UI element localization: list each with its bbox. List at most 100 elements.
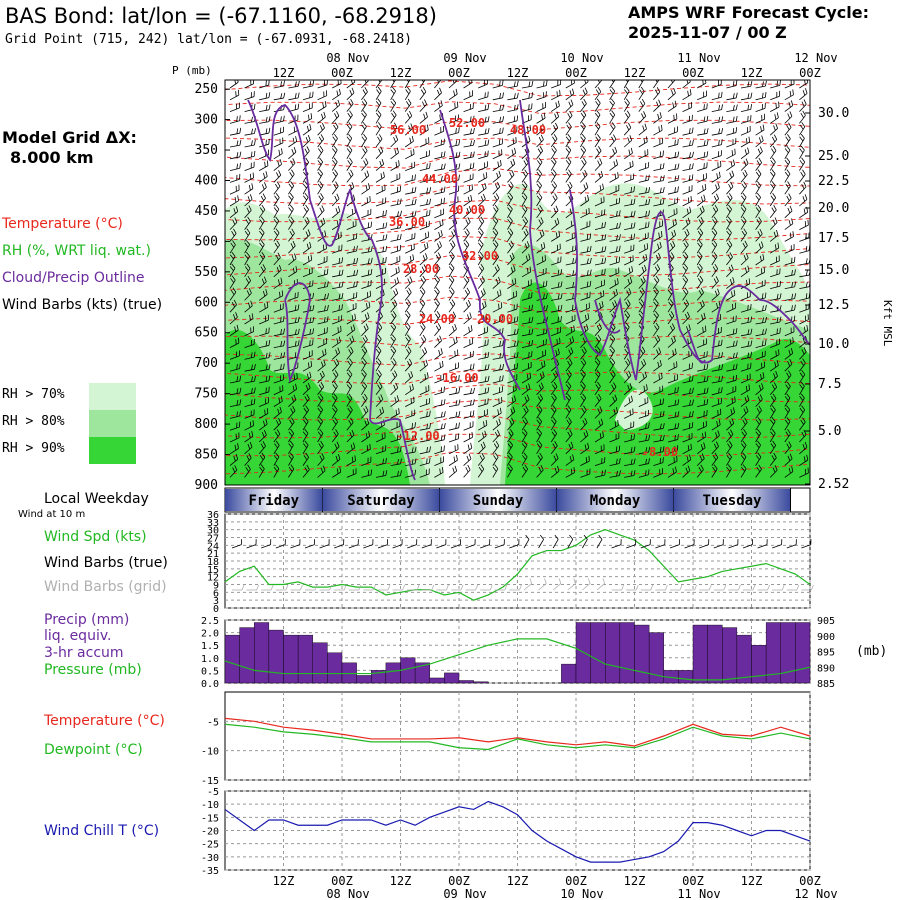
wind-barb-feather	[382, 222, 385, 229]
wind-barb-feather	[253, 150, 256, 157]
wind-barb-shaft	[404, 326, 411, 337]
wind-barb-shaft	[258, 281, 267, 289]
wind-barb-shaft	[273, 333, 284, 337]
wind-barb-feather	[337, 454, 341, 460]
wind-barb	[346, 80, 356, 89]
wind-barb-feather	[319, 372, 323, 379]
wind-barb-feather	[254, 387, 256, 393]
wind-barb-shaft	[375, 262, 386, 266]
wind-barb-feather	[289, 452, 294, 458]
temperature-contour-line	[225, 152, 810, 169]
wind-barb-shaft	[273, 400, 283, 407]
wind-barb	[361, 133, 368, 148]
wind-barb-feather	[423, 361, 426, 367]
wind-barb-shaft	[288, 220, 295, 230]
wind-barb-feather	[334, 443, 338, 449]
wind-barb-feather	[250, 399, 253, 405]
wind-barb-shaft	[302, 457, 309, 466]
wind-barb	[288, 440, 294, 455]
wind-barb	[346, 346, 354, 360]
wind-barb-shaft	[331, 374, 339, 384]
temperature-contour-line	[225, 199, 810, 223]
wind-barb-feather	[254, 375, 256, 382]
wind-barb-feather	[408, 267, 411, 273]
wind-barb-feather	[324, 293, 326, 300]
wind-barb-shaft	[288, 468, 295, 478]
wind-barb	[346, 281, 358, 289]
wind-barb-feather	[265, 139, 267, 146]
wind-barb-shaft	[244, 188, 254, 195]
wind-barb-feather	[366, 418, 370, 424]
wind-barb-feather	[426, 151, 428, 157]
wind-barb-shaft	[375, 176, 385, 183]
wind-barb-feather	[317, 160, 322, 165]
wind-barb-feather	[381, 433, 383, 440]
wind-barb	[405, 186, 417, 195]
wind-barb	[244, 251, 251, 266]
wind-barb	[346, 405, 353, 419]
wind-barb-feather	[396, 277, 399, 283]
wind-barb	[259, 386, 270, 396]
wind-barb-feather	[247, 302, 251, 308]
wind-barb	[361, 208, 372, 219]
wind-barb-feather	[260, 443, 264, 449]
wind-barb	[317, 348, 327, 360]
wind-barb-feather	[292, 267, 295, 274]
wind-barb-feather	[239, 127, 242, 134]
wind-barb-feather	[268, 364, 271, 370]
wind-barb-shaft	[229, 342, 240, 348]
wind-barb-feather	[245, 219, 250, 225]
wind-barb	[331, 157, 338, 171]
wind-barb-feather	[412, 254, 415, 260]
wind-barb-feather	[337, 233, 339, 239]
wind-barb-feather	[260, 266, 264, 272]
wind-barb-shaft	[419, 91, 427, 101]
wind-barb	[404, 80, 411, 89]
wind-barb-feather	[420, 89, 425, 95]
wind-barb-feather	[349, 184, 353, 190]
wind-barb	[229, 432, 240, 443]
wind-barb	[405, 434, 417, 443]
wind-barb-feather	[369, 443, 371, 450]
wind-barb-feather	[260, 228, 265, 233]
wind-barb-feather	[341, 293, 344, 299]
wind-barb-feather	[332, 148, 337, 153]
wind-barb-feather	[378, 80, 383, 81]
wind-barb	[288, 394, 297, 407]
wind-barb-feather	[232, 467, 236, 473]
wind-barb-shaft	[390, 178, 400, 183]
wind-barb-feather	[336, 358, 340, 364]
wind-barb-feather	[397, 222, 399, 229]
wind-barb	[229, 287, 237, 301]
wind-barb-feather	[334, 133, 338, 139]
wind-barb-feather	[251, 116, 253, 123]
wind-barb-feather	[350, 169, 354, 175]
wind-barb-shaft	[375, 91, 382, 101]
wind-barb-shaft	[331, 363, 340, 372]
wind-barb	[229, 337, 240, 348]
wind-barb	[259, 340, 271, 348]
wind-barb-feather	[268, 149, 269, 156]
wind-barb	[361, 369, 367, 384]
wind-barb	[346, 381, 353, 395]
wind-barb	[302, 405, 309, 419]
wind-barb-feather	[351, 87, 355, 94]
wind-barb	[361, 158, 369, 171]
wind-barb-feather	[322, 350, 324, 356]
wind-barb-shaft	[244, 305, 253, 313]
wind-barb-feather	[288, 431, 293, 437]
wind-barb-feather	[319, 125, 323, 131]
wind-barb	[331, 405, 338, 419]
wind-barb	[346, 133, 353, 148]
wind-barb-shaft	[375, 138, 383, 148]
wind-barb-feather	[414, 434, 417, 441]
wind-barb-shaft	[288, 309, 299, 313]
wind-barb-feather	[413, 148, 415, 155]
wind-barb	[361, 456, 372, 466]
wind-barb	[419, 162, 431, 171]
wind-barb-feather	[385, 234, 388, 240]
wind-barb-feather	[268, 352, 271, 358]
wind-barb	[302, 328, 315, 337]
wind-barb	[346, 369, 353, 384]
wind-barb-feather	[247, 443, 251, 450]
